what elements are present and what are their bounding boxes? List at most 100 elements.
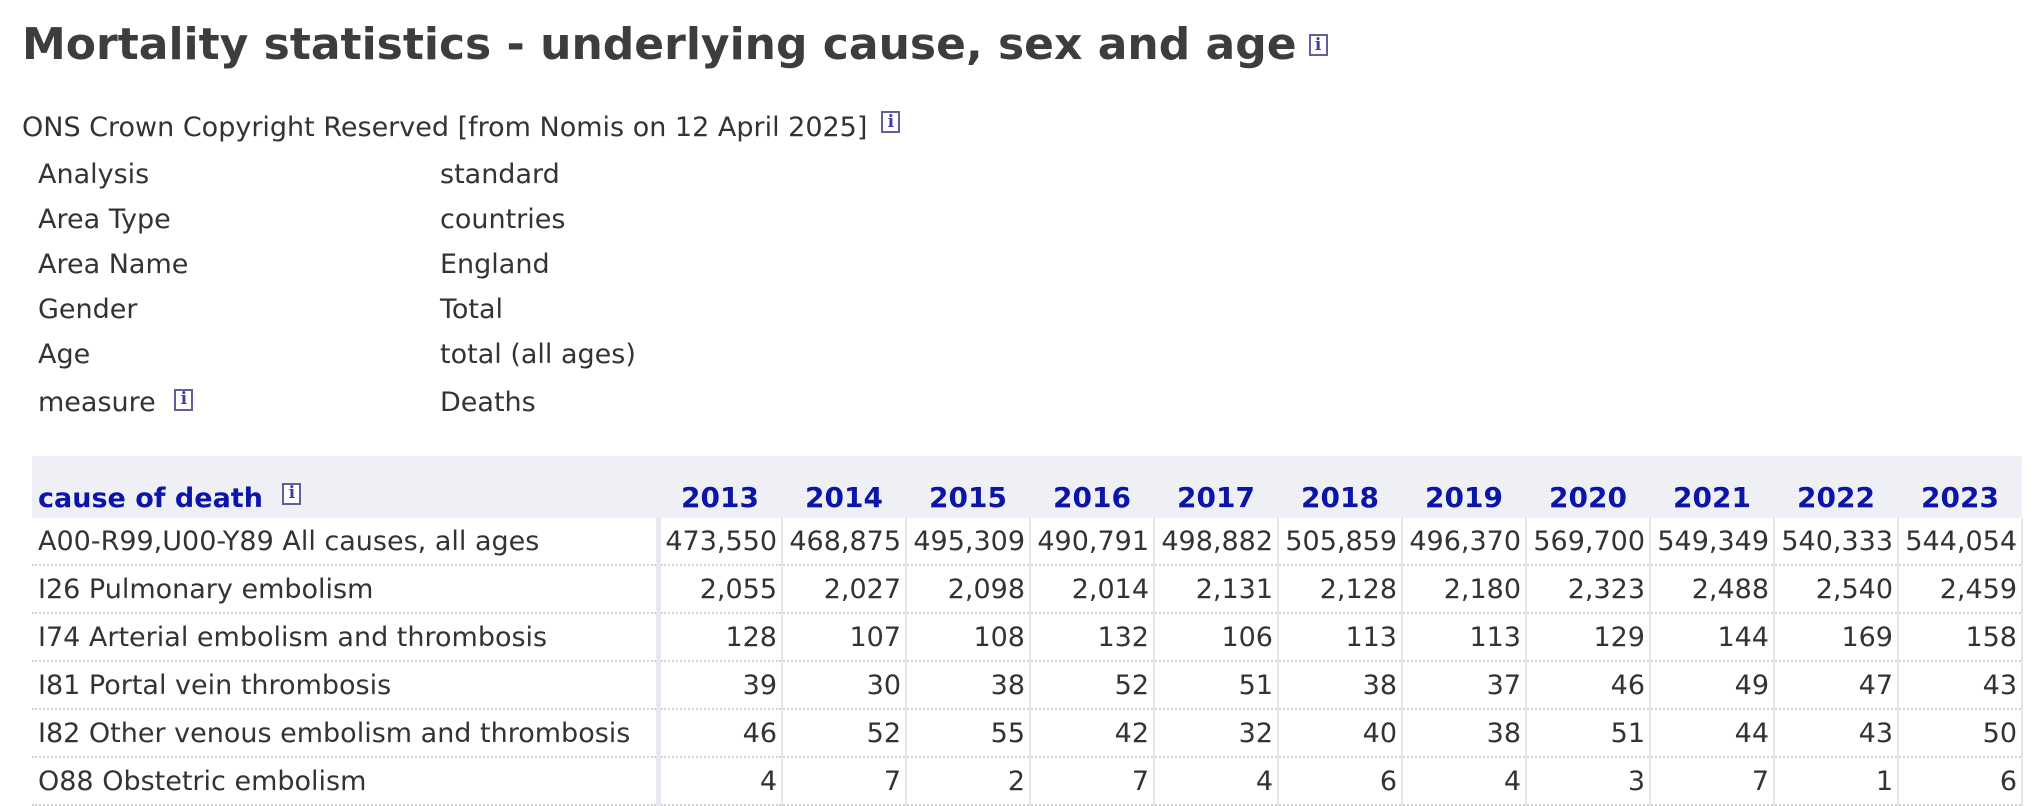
meta-key: Area Type [38,204,171,235]
meta-key: Gender [38,294,138,325]
column-header-year: 2016 [1030,456,1154,518]
table-cell: 46 [657,709,782,758]
table-cell: 169 [1773,613,1898,662]
table-cell: 49 [1649,661,1774,710]
table-cell: 490,791 [1029,518,1154,566]
meta-value: countries [440,204,566,235]
copyright-text: ONS Crown Copyright Reserved [from Nomis… [22,112,868,143]
table-cell: 468,875 [781,518,906,566]
table-cell: 2,014 [1029,565,1154,614]
meta-row: Gender Total [22,287,636,332]
table-row: A00-R99,U00-Y89 All causes, all ages 473,… [32,518,2023,566]
table-cell: 40 [1277,709,1402,758]
meta-value: standard [440,159,560,190]
table-cell: 38 [905,661,1030,710]
table-cell: 113 [1277,613,1402,662]
column-header-year: 2020 [1526,456,1650,518]
meta-row: Area Type countries [22,197,636,242]
table-cell: 44 [1649,709,1774,758]
row-label: I26 Pulmonary embolism [32,565,661,614]
column-header-year: 2019 [1402,456,1526,518]
table-cell: 108 [905,613,1030,662]
table-cell: 107 [781,613,906,662]
column-header-year: 2017 [1154,456,1278,518]
table-cell: 42 [1029,709,1154,758]
info-icon[interactable]: i [282,482,302,505]
table-cell: 55 [905,709,1030,758]
table-cell: 2,027 [781,565,906,614]
table-cell: 2,128 [1277,565,1402,614]
meta-row: Age total (all ages) [22,332,636,377]
table-cell: 43 [1773,709,1898,758]
column-header-year: 2013 [658,456,782,518]
table-cell: 129 [1525,613,1650,662]
table-cell: 2,180 [1401,565,1526,614]
table-cell: 47 [1773,661,1898,710]
row-label: I74 Arterial embolism and thrombosis [32,613,661,662]
column-header-year: 2015 [906,456,1030,518]
meta-row: measure i Deaths [22,377,636,428]
table-cell: 2,488 [1649,565,1774,614]
table-cell: 39 [657,661,782,710]
meta-value: Deaths [440,387,536,418]
column-header-year: 2014 [782,456,906,518]
table-cell: 2,098 [905,565,1030,614]
table-cell: 2,323 [1525,565,1650,614]
table-cell: 52 [1029,661,1154,710]
meta-key: Analysis [38,159,150,190]
table-cell: 144 [1649,613,1774,662]
column-header-year: 2023 [1898,456,2022,518]
meta-key-cell: measure i [22,377,424,428]
table-cell: 51 [1525,709,1650,758]
page-title-row: Mortality statistics - underlying cause,… [22,14,2034,76]
table-cell: 540,333 [1773,518,1898,566]
table-cell: 113 [1401,613,1526,662]
column-header-year: 2022 [1774,456,1898,518]
table-cell: 52 [781,709,906,758]
meta-key: Age [38,339,91,370]
meta-value: England [440,249,550,280]
table-cell: 158 [1897,613,2023,662]
copyright-row: ONS Crown Copyright Reserved [from Nomis… [22,110,2034,146]
table-cell: 495,309 [905,518,1030,566]
table-cell: 38 [1401,709,1526,758]
data-table: cause of death i 2013 2014 2015 2016 2017 201… [32,456,2023,806]
table-row: I82 Other venous embolism and thrombosis… [32,709,2023,758]
table-cell: 43 [1897,661,2023,710]
table-row: I81 Portal vein thrombosis 39 30 38 52 51 38 37… [32,661,2023,710]
column-header-cause: cause of death i [32,456,658,518]
meta-key: Area Name [38,249,189,280]
table-cell: 2,540 [1773,565,1898,614]
table-cell: 30 [781,661,906,710]
info-icon[interactable]: i [1308,34,1328,56]
table-cell: 128 [657,613,782,662]
table-cell: 2,459 [1897,565,2023,614]
table-cell: 50 [1897,709,2023,758]
info-icon[interactable]: i [174,388,194,411]
info-icon[interactable]: i [881,111,901,133]
table-cell: 2,131 [1153,565,1278,614]
row-label: I82 Other venous embolism and thrombosis [32,709,661,758]
table-cell: 549,349 [1649,518,1774,566]
table-cell: 498,882 [1153,518,1278,566]
table-body: A00-R99,U00-Y89 All causes, all ages 473,… [32,518,2023,806]
table-cell: 496,370 [1401,518,1526,566]
cause-header-label: cause of death [38,483,263,514]
column-header-year: 2018 [1278,456,1402,518]
meta-value: total (all ages) [440,339,636,370]
table-cell: 37 [1401,661,1526,710]
table-cell: 544,054 [1897,518,2023,566]
table-header-row: cause of death i 2013 2014 2015 2016 2017 201… [32,456,2022,518]
table-cell: 473,550 [657,518,782,566]
table-cell: 46 [1525,661,1650,710]
table-cell: 51 [1153,661,1278,710]
table-row: I26 Pulmonary embolism 2,055 2,027 2,098 2,0… [32,565,2023,614]
metadata-table: Analysis standard Area Type countries Ar… [22,152,636,428]
table-cell: 505,859 [1277,518,1402,566]
page-title: Mortality statistics - underlying cause,… [22,19,1297,70]
row-label: A00-R99,U00-Y89 All causes, all ages [32,518,661,566]
table-cell: 32 [1153,709,1278,758]
table-row: I74 Arterial embolism and thrombosis 128 1… [32,613,2023,662]
meta-key: measure [38,387,156,418]
